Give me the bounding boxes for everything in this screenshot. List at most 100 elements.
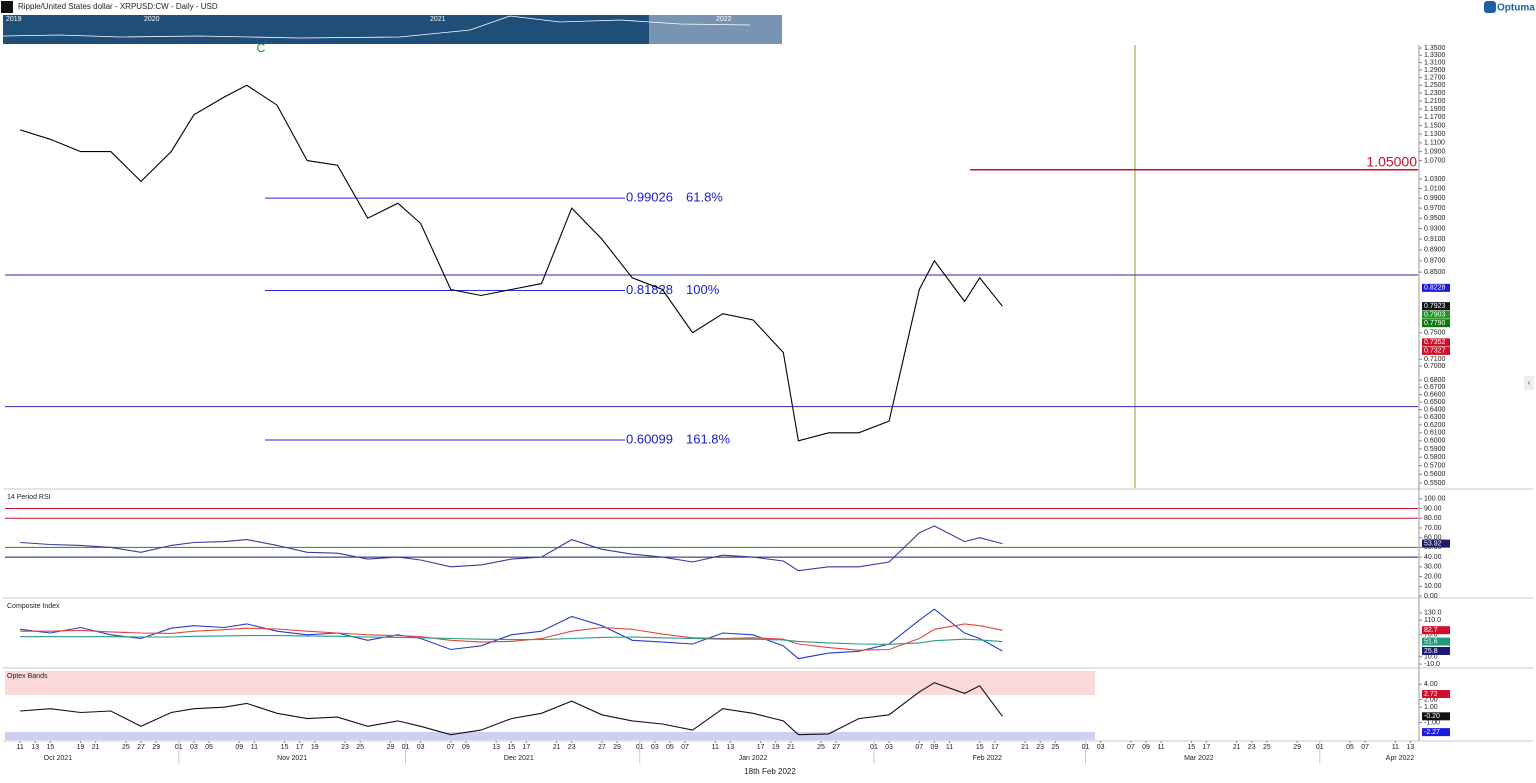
value-badge-label: 25.8 — [1424, 648, 1438, 655]
side-panel-toggle-icon[interactable]: ‹ — [1528, 380, 1531, 387]
x-tick-label: 25 — [817, 744, 825, 751]
y-tick-label: 0.8700 — [1424, 258, 1446, 265]
brand-name: Optuma — [1497, 3, 1535, 14]
value-badge-label: 0.7352 — [1424, 339, 1446, 346]
navigator-year: 2020 — [144, 16, 160, 23]
x-tick-label: 07 — [447, 744, 455, 751]
month-label: Apr 2022 — [1386, 755, 1415, 762]
y-tick-label: 0.6800 — [1424, 377, 1446, 384]
value-badge — [1422, 728, 1450, 737]
series-line — [20, 525, 1003, 572]
panel-title: Optex Bands — [7, 673, 48, 680]
value-badge-label: 53.92 — [1424, 540, 1442, 547]
y-tick-label: 0.5700 — [1424, 463, 1446, 470]
y-tick-label: 60.00 — [1424, 535, 1442, 542]
y-tick-label: 1.1900 — [1424, 106, 1446, 113]
y-tick-label: 1.2100 — [1424, 98, 1446, 105]
value-badge-label: 0.8228 — [1424, 285, 1446, 292]
y-tick-label: 1.1300 — [1424, 131, 1446, 138]
x-tick-label: 19 — [77, 744, 85, 751]
x-tick-label: 13 — [726, 744, 734, 751]
cursor-date: 18th Feb 2022 — [744, 767, 796, 776]
y-tick-label: 50.00 — [1424, 544, 1442, 551]
target-label: 1.05000 — [1366, 153, 1417, 169]
value-badge-label: -2.27 — [1424, 729, 1440, 736]
optex-upper-band — [5, 671, 1095, 695]
y-tick-label: 1.3100 — [1424, 59, 1446, 66]
y-tick-label: 0.9900 — [1424, 195, 1446, 202]
x-tick-label: 05 — [1346, 744, 1354, 751]
x-tick-label: 25 — [356, 744, 364, 751]
x-tick-label: 29 — [613, 744, 621, 751]
y-tick-label: 90.00 — [1424, 505, 1442, 512]
y-tick-label: 70.0 — [1424, 632, 1438, 639]
x-tick-label: 17 — [1203, 744, 1211, 751]
x-tick-label: 25 — [1051, 744, 1059, 751]
y-tick-label: -1.00 — [1424, 719, 1440, 726]
navigator-line — [2, 15, 751, 39]
x-tick-label: 11 — [712, 744, 719, 751]
x-tick-label: 03 — [417, 744, 425, 751]
x-tick-label: 23 — [1248, 744, 1256, 751]
value-badge — [1422, 319, 1450, 328]
x-tick-label: 27 — [832, 744, 840, 751]
y-tick-label: 1.0300 — [1424, 176, 1446, 183]
month-label: Feb 2022 — [973, 755, 1003, 762]
x-tick-label: 09 — [1142, 744, 1150, 751]
x-tick-label: 13 — [31, 744, 39, 751]
y-tick-label: 0.6700 — [1424, 384, 1446, 391]
value-badge — [1422, 690, 1450, 699]
y-tick-label: 130.0 — [1424, 610, 1442, 617]
x-tick-label: 23 — [1036, 744, 1044, 751]
fib-ratio-label: 61.8% — [686, 190, 723, 205]
y-tick-label: 4.00 — [1424, 681, 1438, 688]
y-tick-label: 1.3300 — [1424, 52, 1446, 59]
x-tick-label: 05 — [205, 744, 213, 751]
navigator-window[interactable] — [649, 15, 782, 44]
x-tick-label: 11 — [16, 744, 23, 751]
value-badge — [1422, 626, 1450, 635]
x-tick-label: 21 — [787, 744, 795, 751]
side-panel-toggle[interactable] — [1524, 376, 1534, 390]
y-tick-label: 0.5800 — [1424, 454, 1446, 461]
y-tick-label: 10.0 — [1424, 654, 1438, 661]
value-badge-label: 0.7327 — [1424, 348, 1446, 355]
y-tick-label: 0.8900 — [1424, 247, 1446, 254]
fib-level-label: 0.99026 — [626, 190, 673, 205]
fib-ratio-label: 100% — [686, 282, 720, 297]
navigator-year: 2019 — [6, 16, 22, 23]
app-icon[interactable] — [1, 1, 13, 13]
x-tick-label: 27 — [137, 744, 145, 751]
x-tick-label: 25 — [122, 744, 130, 751]
fib-level-label: 0.81828 — [626, 282, 673, 297]
x-tick-label: 11 — [946, 744, 953, 751]
x-tick-label: 09 — [235, 744, 243, 751]
x-tick-label: 27 — [598, 744, 606, 751]
x-tick-label: 17 — [991, 744, 999, 751]
y-tick-label: 80.00 — [1424, 515, 1442, 522]
y-tick-label: 1.0700 — [1424, 157, 1446, 164]
x-tick-label: 17 — [522, 744, 530, 751]
y-tick-label: 1.2700 — [1424, 74, 1446, 81]
x-tick-label: 03 — [1097, 744, 1105, 751]
x-tick-label: 21 — [92, 744, 100, 751]
chart-header-title: Ripple/United States dollar - XRPUSD:CW … — [18, 2, 218, 11]
y-tick-label: 1.2500 — [1424, 82, 1446, 89]
y-tick-label: -10.0 — [1424, 661, 1440, 668]
y-tick-label: 110.0 — [1424, 617, 1441, 624]
y-tick-label: 1.0100 — [1424, 185, 1446, 192]
y-tick-label: 70.00 — [1424, 525, 1442, 532]
y-tick-label: 0.5600 — [1424, 471, 1446, 478]
y-tick-label: 1.1100 — [1424, 140, 1445, 147]
x-tick-label: 09 — [931, 744, 939, 751]
y-tick-label: 0.9300 — [1424, 225, 1446, 232]
x-tick-label: 13 — [1407, 744, 1415, 751]
x-tick-label: 29 — [1293, 744, 1301, 751]
x-tick-label: 07 — [681, 744, 689, 751]
x-tick-label: 21 — [553, 744, 561, 751]
value-badge — [1422, 646, 1450, 655]
value-badge — [1422, 310, 1450, 319]
y-tick-label: 2.00 — [1424, 696, 1438, 703]
x-tick-label: 15 — [46, 744, 54, 751]
y-tick-label: 1.2900 — [1424, 67, 1446, 74]
